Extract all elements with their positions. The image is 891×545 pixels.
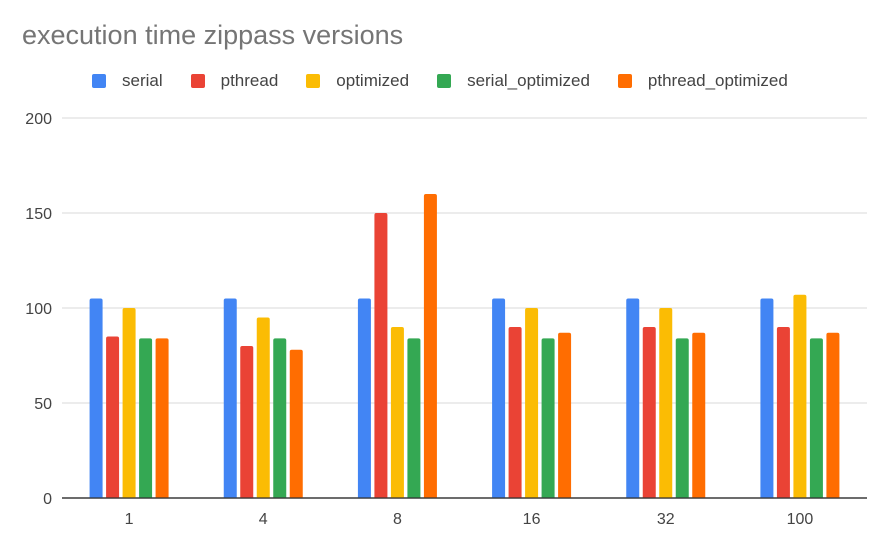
legend-swatch-serial — [92, 74, 106, 88]
legend-label-pthread: pthread — [220, 71, 279, 90]
bar-optimized-4[interactable] — [256, 317, 270, 499]
bar-pthread-optimized-32[interactable] — [692, 332, 706, 498]
bar-serial-optimized-4[interactable] — [273, 338, 287, 498]
legend-item-serial[interactable]: serial — [92, 71, 163, 91]
x-tick-label: 100 — [787, 511, 814, 528]
x-tick-label: 1 — [125, 511, 134, 528]
legend-item-pthread-optimized[interactable]: pthread_optimized — [617, 71, 788, 91]
bar-serial-16[interactable] — [492, 298, 506, 499]
bar-pthread-optimized-8[interactable] — [423, 194, 437, 498]
x-tick-label: 8 — [393, 511, 402, 528]
legend-swatch-pthread-optimized — [617, 74, 632, 88]
bar-optimized-100[interactable] — [793, 294, 807, 498]
y-tick-label: 50 — [34, 396, 52, 413]
bar-serial-32[interactable] — [626, 298, 640, 499]
chart-legend: serial pthread optimized serial_optimize… — [92, 70, 816, 92]
bar-serial-optimized-8[interactable] — [407, 338, 421, 498]
legend-label-serial-optimized: serial_optimized — [467, 71, 590, 90]
bar-pthread-4[interactable] — [240, 346, 254, 498]
y-tick-label: 200 — [25, 111, 52, 128]
bar-pthread-100[interactable] — [776, 327, 790, 498]
legend-label-optimized: optimized — [336, 71, 410, 90]
legend-label-serial: serial — [122, 71, 163, 90]
bar-pthread-32[interactable] — [642, 327, 656, 498]
bar-optimized-32[interactable] — [659, 308, 673, 498]
y-tick-label: 150 — [25, 206, 52, 223]
bar-pthread-optimized-16[interactable] — [558, 332, 572, 498]
bar-serial-optimized-16[interactable] — [541, 338, 555, 498]
bar-serial-optimized-100[interactable] — [809, 338, 823, 498]
bar-pthread-16[interactable] — [508, 327, 522, 498]
bar-pthread-optimized-4[interactable] — [289, 349, 303, 498]
legend-swatch-serial-optimized — [437, 74, 452, 88]
x-tick-label: 4 — [259, 511, 268, 528]
legend-item-serial-optimized[interactable]: serial_optimized — [437, 71, 590, 91]
bar-serial-100[interactable] — [760, 298, 774, 499]
bar-serial-4[interactable] — [223, 298, 237, 499]
legend-label-pthread-optimized: pthread_optimized — [647, 71, 788, 90]
bar-serial-1[interactable] — [89, 298, 103, 499]
y-tick-label: 100 — [25, 301, 52, 318]
bar-pthread-optimized-100[interactable] — [826, 332, 840, 498]
bar-pthread-8[interactable] — [374, 213, 388, 498]
bar-optimized-8[interactable] — [390, 327, 404, 498]
bar-serial-optimized-1[interactable] — [139, 338, 153, 498]
bar-optimized-16[interactable] — [525, 308, 539, 498]
bar-pthread-optimized-1[interactable] — [155, 338, 169, 498]
x-tick-label: 32 — [657, 511, 675, 528]
bar-pthread-1[interactable] — [106, 336, 120, 499]
bar-serial-8[interactable] — [357, 298, 371, 499]
legend-swatch-optimized — [306, 74, 321, 88]
x-tick-label: 16 — [523, 511, 541, 528]
legend-item-pthread[interactable]: pthread — [190, 71, 279, 91]
legend-item-optimized[interactable]: optimized — [306, 71, 409, 91]
chart-title: execution time zippass versions — [22, 20, 404, 50]
legend-swatch-pthread — [190, 74, 205, 88]
bar-serial-optimized-32[interactable] — [675, 338, 689, 498]
bar-optimized-1[interactable] — [122, 308, 136, 498]
y-tick-label: 0 — [43, 491, 52, 508]
